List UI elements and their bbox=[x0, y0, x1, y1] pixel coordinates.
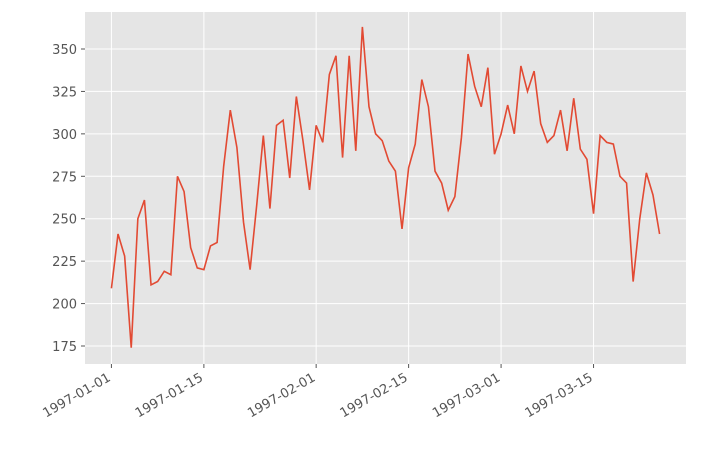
y-tick-label: 200 bbox=[52, 298, 77, 313]
x-tick-label: 1997-01-01 bbox=[40, 370, 113, 421]
y-tick-label: 350 bbox=[52, 43, 77, 58]
plot-area bbox=[85, 12, 686, 364]
data-line bbox=[110, 26, 661, 348]
x-tick-label: 1997-03-15 bbox=[523, 370, 596, 421]
x-tick-label: 1997-02-01 bbox=[245, 370, 318, 421]
x-tick-label: 1997-02-15 bbox=[338, 370, 411, 421]
x-tick-label: 1997-01-15 bbox=[133, 370, 206, 421]
y-tick-label: 250 bbox=[52, 213, 77, 228]
y-tick-label: 300 bbox=[52, 128, 77, 143]
y-tick-label: 175 bbox=[52, 340, 77, 355]
y-tick-label: 225 bbox=[52, 255, 77, 270]
y-tick-label: 275 bbox=[52, 170, 77, 185]
x-tick-label: 1997-03-01 bbox=[430, 370, 503, 421]
y-tick-label: 325 bbox=[52, 85, 77, 100]
